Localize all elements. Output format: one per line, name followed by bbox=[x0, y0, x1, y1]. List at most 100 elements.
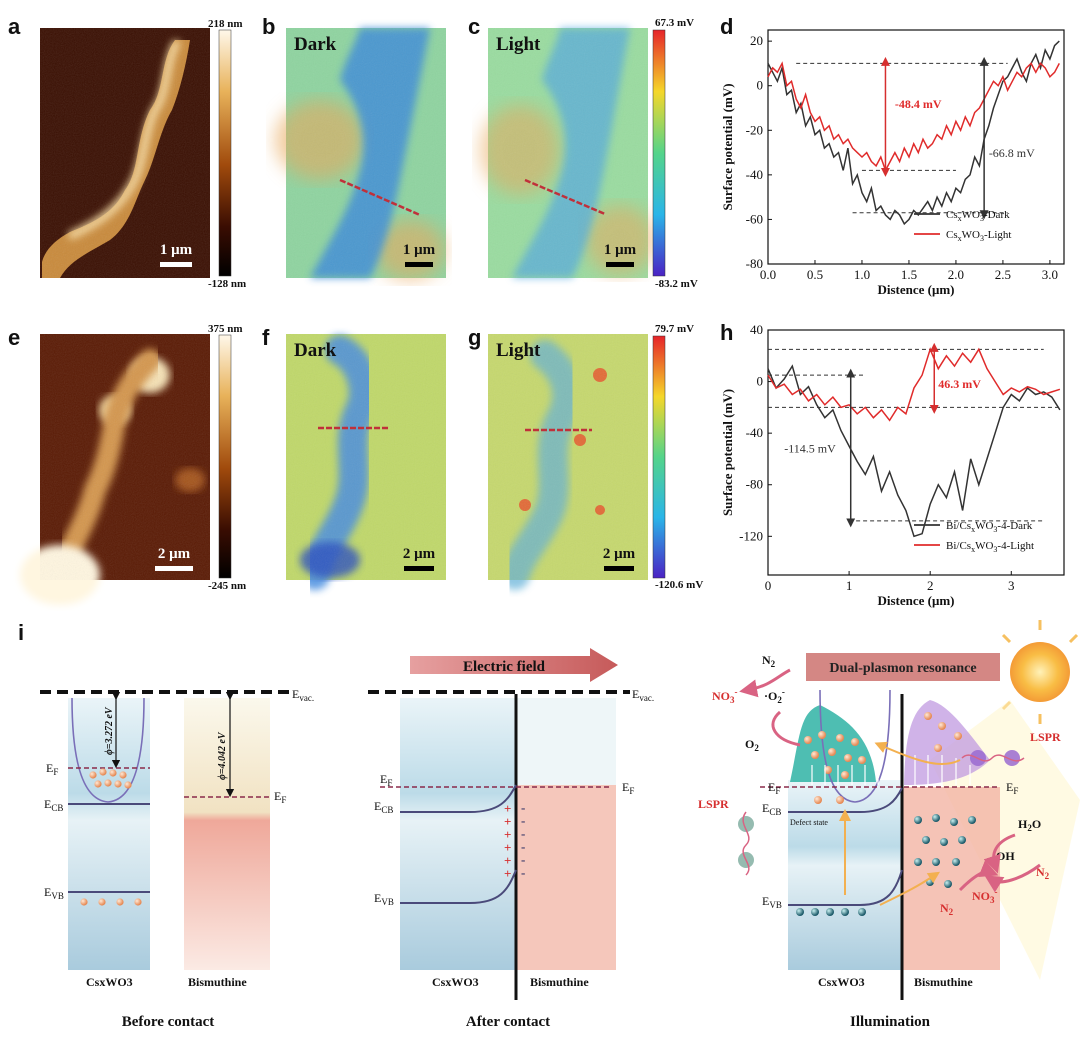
chart-h-ytick-label-2: -40 bbox=[746, 425, 763, 440]
evb-label-illum: EVB bbox=[762, 894, 782, 910]
csxwo3-block-after bbox=[400, 698, 516, 970]
chart-d: d 0.0 0.5 1.0 1.5 2.0 2.5 3.0 20 0 -20 -40 -60 -80 Di… bbox=[720, 14, 1065, 297]
excitation-arrows-illum bbox=[811, 755, 971, 785]
csxwo3-label-before: CsxWO3 bbox=[86, 975, 133, 989]
bismuthine-block-after bbox=[516, 785, 616, 970]
svg-text:+: + bbox=[504, 827, 511, 842]
title-f: Dark bbox=[294, 340, 337, 361]
colorbar-g-max: 79.7 mV bbox=[655, 323, 694, 335]
h2o-label: H2O bbox=[1018, 817, 1041, 833]
diagram-before: Evac. EF ECB EVB EF ϕ=3.272 eV ϕ=4.042 e… bbox=[40, 687, 314, 1030]
scale-text-a: 1 μm bbox=[160, 242, 193, 258]
svg-text:-: - bbox=[521, 813, 525, 828]
chart-h-xtick-label-3: 3 bbox=[1008, 578, 1015, 593]
evac-label-after: Evac. bbox=[632, 687, 654, 703]
colorbar-a-max: 218 nm bbox=[208, 18, 243, 30]
scale-bar-c bbox=[606, 262, 634, 267]
panel-label-g: g bbox=[468, 325, 481, 350]
svg-text:+: + bbox=[504, 866, 511, 881]
chart-d-ytick-label-5: -80 bbox=[746, 256, 763, 271]
panel-label-e: e bbox=[8, 325, 20, 350]
colorbar-e-max: 375 nm bbox=[208, 323, 243, 335]
evb-bent-after bbox=[400, 869, 517, 904]
evb-label-before: EVB bbox=[44, 885, 64, 901]
parabola-before bbox=[71, 697, 145, 803]
svg-text:+: + bbox=[504, 801, 511, 816]
profile-line-c bbox=[524, 178, 606, 216]
scale-text-e: 2 μm bbox=[158, 546, 191, 562]
chart-d-legend-label-0: CsxWO3-Dark bbox=[946, 209, 1010, 223]
panel-c: c Light 1 μm 67.3 mV -83.2 mV bbox=[468, 14, 698, 290]
chart-d-ytick-label-3: -40 bbox=[746, 167, 763, 182]
panel-f: f Dark 2 μm bbox=[262, 325, 446, 590]
colorbar-a-min: -128 nm bbox=[208, 278, 246, 290]
caption-before: Before contact bbox=[122, 1014, 215, 1030]
ef-label-before: EF bbox=[46, 761, 58, 777]
n2-label-top: N2 bbox=[762, 653, 776, 669]
chart-h-xtick-label-0: 0 bbox=[765, 578, 772, 593]
chart-h-xtick-label-2: 2 bbox=[927, 578, 934, 593]
chart-d-ytick-label-2: -20 bbox=[746, 122, 763, 137]
svg-text:-: - bbox=[521, 800, 525, 815]
panel-b: b Dark 1 μm bbox=[262, 14, 446, 280]
evb-label-after: EVB bbox=[374, 891, 394, 907]
title-c: Light bbox=[496, 34, 541, 55]
electrons-before bbox=[80, 768, 142, 906]
chart-h-xlabel: Distence (μm) bbox=[877, 593, 954, 608]
evb-bent-illum bbox=[788, 869, 903, 906]
caption-illum: Illumination bbox=[850, 1014, 931, 1030]
title-b: Dark bbox=[294, 34, 337, 55]
o2-reduction-arrow bbox=[771, 710, 801, 747]
electrons-illum bbox=[804, 712, 962, 804]
scale-text-b: 1 μm bbox=[403, 242, 436, 258]
chart-h-annotation-0: 46.3 mV bbox=[938, 377, 981, 391]
chart-h-ylabel: Surface potential (mV) bbox=[720, 389, 735, 516]
chart-d-ytick-label-1: 0 bbox=[757, 78, 764, 93]
chart-h-xtick-label-1: 1 bbox=[846, 578, 853, 593]
svg-text:+: + bbox=[504, 853, 511, 868]
no3-label-bottom: NO3- bbox=[972, 887, 998, 905]
bismuthine-label-after: Bismuthine bbox=[530, 975, 589, 989]
ef-bi-label-before: EF bbox=[274, 789, 286, 805]
electron-transfer-arrow bbox=[874, 741, 961, 766]
panel-label-c: c bbox=[468, 14, 480, 39]
colorbar-g bbox=[652, 335, 666, 579]
title-g: Light bbox=[496, 340, 541, 361]
sun-icon bbox=[1010, 642, 1070, 702]
panel-label-d: d bbox=[720, 14, 733, 39]
phi-cs-label: ϕ=3.272 eV bbox=[104, 706, 115, 755]
colorbar-a bbox=[218, 29, 232, 277]
bismuthine-label-illum: Bismuthine bbox=[914, 975, 973, 989]
n2-label-bottom: N2 bbox=[940, 901, 954, 917]
chart-d-ytick-label-4: -60 bbox=[746, 211, 763, 226]
scale-bar-e bbox=[155, 566, 193, 571]
bismuthine-block-illum bbox=[902, 787, 1000, 970]
panel-a: a 1 μm 218 nm -128 nm bbox=[8, 14, 246, 290]
lspr-right: LSPR bbox=[961, 730, 1061, 766]
defect-state-label: Defect state bbox=[790, 818, 828, 827]
diagram-illumination: Dual-plasmon resonance EF EF ECB Defect … bbox=[698, 620, 1080, 1030]
chart-h-annotation-1: -114.5 mV bbox=[784, 442, 836, 456]
chart-d-xtick-label-6: 3.0 bbox=[1042, 267, 1058, 282]
chart-h-legend-label-1: Bi/CsxWO3-4-Light bbox=[946, 540, 1034, 554]
caption-after: After contact bbox=[466, 1014, 550, 1030]
panel-label-i: i bbox=[18, 620, 24, 645]
scale-bar-g bbox=[604, 566, 634, 571]
o2-label: O2 bbox=[745, 737, 759, 753]
electric-field-arrow bbox=[410, 648, 618, 682]
chart-h-ytick-label-0: 40 bbox=[750, 322, 763, 337]
ef-bi-label-illum: EF bbox=[1006, 780, 1018, 796]
chart-d-xtick-label-3: 1.5 bbox=[901, 267, 917, 282]
chart-d-xtick-label-5: 2.5 bbox=[995, 267, 1011, 282]
scale-bar-f bbox=[404, 566, 434, 571]
electric-field-label: Electric field bbox=[463, 659, 546, 675]
scale-bar-a bbox=[160, 262, 192, 267]
ecb-label-illum: ECB bbox=[762, 801, 781, 817]
svg-text:-: - bbox=[521, 865, 525, 880]
ecb-bent-after bbox=[400, 784, 517, 813]
superoxide-label: ·O2- bbox=[764, 687, 785, 705]
chart-d-xtick-label-1: 0.5 bbox=[807, 267, 823, 282]
csxwo3-block-before bbox=[68, 698, 150, 970]
colorbar-e-min: -245 nm bbox=[208, 580, 246, 592]
